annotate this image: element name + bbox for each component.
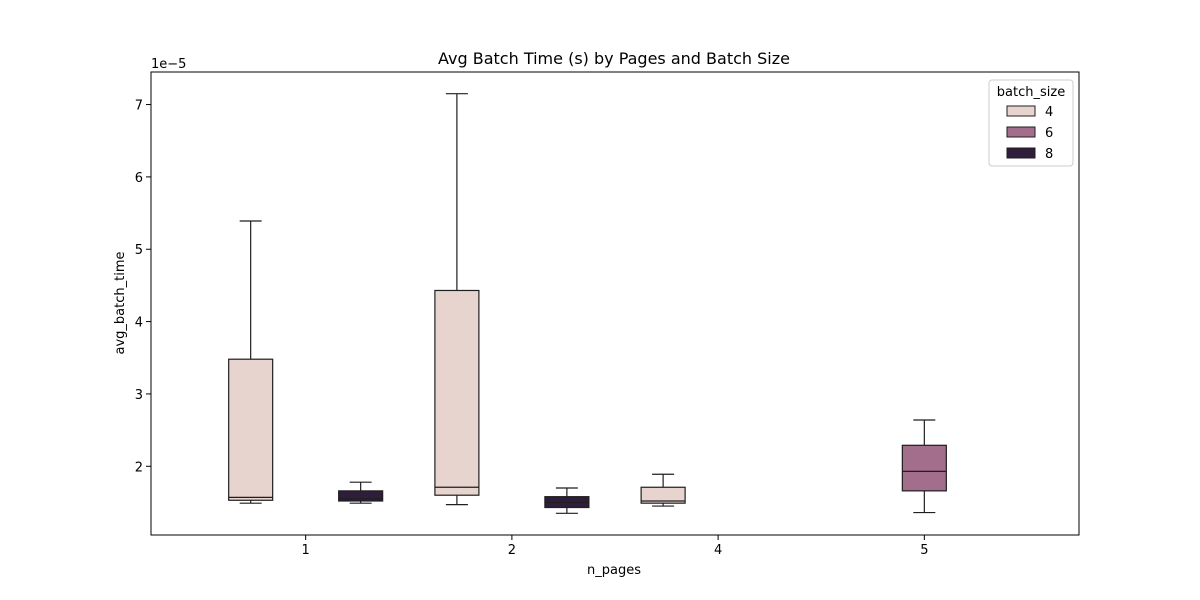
legend-title: batch_size [997,85,1065,100]
box-body [338,490,384,502]
x-tick-label: 4 [714,543,722,558]
x-axis-label: n_pages [587,563,641,578]
box-2-4 [434,93,480,506]
y-axis-offset-label: 1e−5 [151,57,186,72]
chart-title: Avg Batch Time (s) by Pages and Batch Si… [438,49,790,68]
legend-swatch-8 [1006,147,1036,159]
box-2-8 [544,487,590,514]
plot-frame [150,71,1080,536]
y-axis-label: avg_batch_time [113,252,128,355]
legend-frame [988,79,1074,167]
y-tick-label: 6 [135,171,143,186]
y-tick-label: 5 [135,243,143,258]
box-4-4 [640,473,686,507]
legend: batch_size 4 6 8 [988,79,1074,167]
y-tick-label: 4 [135,316,143,331]
box-body [640,486,686,504]
y-tick-label: 2 [135,460,143,475]
box-body [434,289,480,496]
legend-label-6: 6 [1045,126,1053,141]
box-body [901,444,947,492]
box-1-4 [228,220,274,504]
x-tick-label: 1 [302,543,310,558]
legend-label-8: 8 [1045,147,1053,162]
x-tick-label: 2 [508,543,516,558]
legend-swatch-4 [1006,105,1036,117]
y-tick-label: 7 [135,99,143,114]
box-body [228,358,274,501]
legend-label-4: 4 [1045,105,1053,120]
box-5-6 [901,419,947,514]
x-tick-label: 5 [920,543,928,558]
box-1-8 [338,481,384,504]
legend-swatch-6 [1006,126,1036,138]
y-tick-label: 3 [135,388,143,403]
plot-area [228,93,947,514]
